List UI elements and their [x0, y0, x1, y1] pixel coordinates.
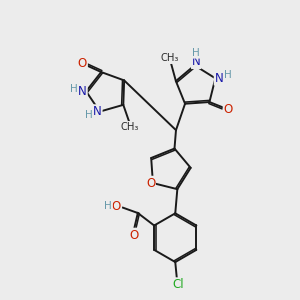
Text: N: N	[78, 85, 87, 98]
Text: H: H	[85, 110, 92, 120]
Text: H: H	[70, 84, 77, 94]
Text: H: H	[104, 202, 112, 212]
Text: O: O	[224, 103, 233, 116]
Text: H: H	[224, 70, 232, 80]
Text: Cl: Cl	[172, 278, 184, 291]
Text: CH₃: CH₃	[121, 122, 139, 132]
Text: O: O	[146, 177, 155, 190]
Text: O: O	[129, 229, 138, 242]
Text: CH₃: CH₃	[161, 53, 179, 63]
Text: N: N	[192, 55, 200, 68]
Text: H: H	[192, 48, 200, 58]
Text: O: O	[112, 200, 121, 213]
Text: N: N	[93, 105, 102, 118]
Text: O: O	[78, 57, 87, 70]
Text: N: N	[214, 72, 223, 85]
